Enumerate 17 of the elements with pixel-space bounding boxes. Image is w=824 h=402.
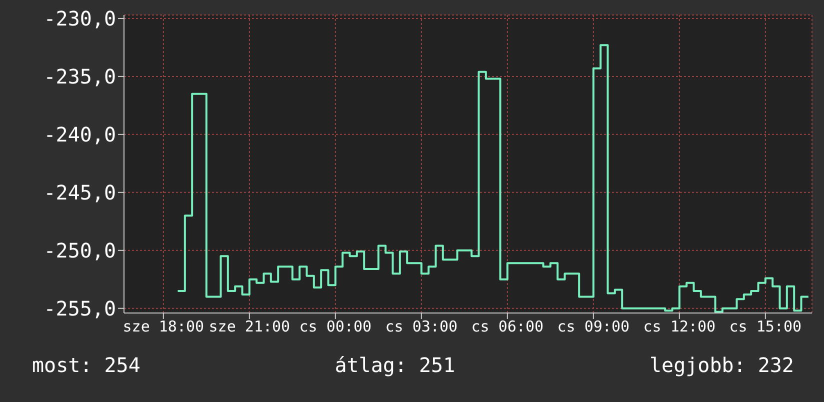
y-tick-label: -255,0 [44,296,116,320]
text: átlag: 251 [334,353,456,377]
x-tick-label: cs 09:00 [557,318,630,336]
y-tick-label: -250,0 [44,238,116,262]
x-tick-label: cs 00:00 [299,318,372,336]
y-tick-label: -240,0 [44,122,116,147]
x-tick-label: cs 12:00 [643,318,716,336]
x-tick-label: sze 18:00 [122,318,204,336]
text: legjobb: 232 [649,353,794,377]
text: most: 254 [32,353,140,377]
x-tick-label: cs 15:00 [729,318,802,336]
y-tick-label: -230,0 [44,6,116,31]
x-tick-label: cs 03:00 [385,318,458,336]
x-tick-label: sze 21:00 [208,318,290,336]
y-tick-label: -245,0 [44,180,116,205]
x-tick-label: cs 06:00 [471,318,544,336]
y-tick-label: -235,0 [44,64,116,89]
